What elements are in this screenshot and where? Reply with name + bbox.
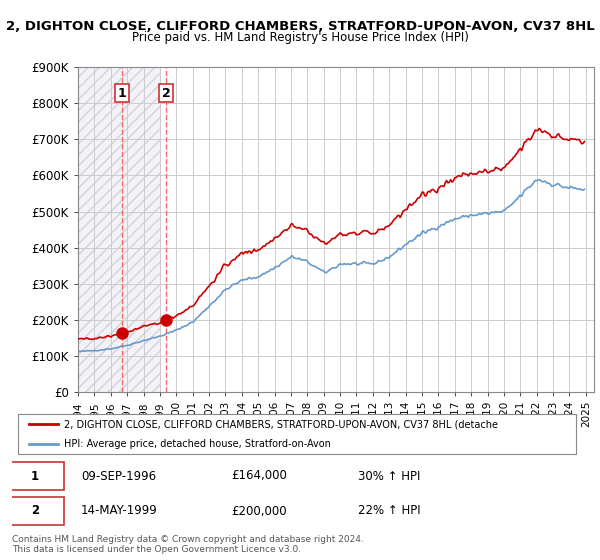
Text: 1: 1 — [118, 87, 127, 100]
Text: £164,000: £164,000 — [231, 469, 287, 483]
Text: Price paid vs. HM Land Registry's House Price Index (HPI): Price paid vs. HM Land Registry's House … — [131, 31, 469, 44]
Text: 2, DIGHTON CLOSE, CLIFFORD CHAMBERS, STRATFORD-UPON-AVON, CV37 8HL (detache: 2, DIGHTON CLOSE, CLIFFORD CHAMBERS, STR… — [64, 419, 498, 429]
FancyBboxPatch shape — [6, 462, 64, 490]
Text: 2: 2 — [161, 87, 170, 100]
Text: Contains HM Land Registry data © Crown copyright and database right 2024.
This d: Contains HM Land Registry data © Crown c… — [12, 535, 364, 554]
FancyBboxPatch shape — [6, 497, 64, 525]
Text: 2: 2 — [31, 505, 39, 517]
Text: £200,000: £200,000 — [231, 505, 287, 517]
Bar — [78, 67, 160, 392]
Text: 14-MAY-1999: 14-MAY-1999 — [81, 505, 158, 517]
Text: 09-SEP-1996: 09-SEP-1996 — [81, 469, 156, 483]
Text: 22% ↑ HPI: 22% ↑ HPI — [358, 505, 420, 517]
FancyBboxPatch shape — [18, 414, 577, 454]
Text: 2, DIGHTON CLOSE, CLIFFORD CHAMBERS, STRATFORD-UPON-AVON, CV37 8HL: 2, DIGHTON CLOSE, CLIFFORD CHAMBERS, STR… — [5, 20, 595, 32]
Text: 1: 1 — [31, 469, 39, 483]
Text: 30% ↑ HPI: 30% ↑ HPI — [358, 469, 420, 483]
Text: HPI: Average price, detached house, Stratford-on-Avon: HPI: Average price, detached house, Stra… — [64, 439, 331, 449]
